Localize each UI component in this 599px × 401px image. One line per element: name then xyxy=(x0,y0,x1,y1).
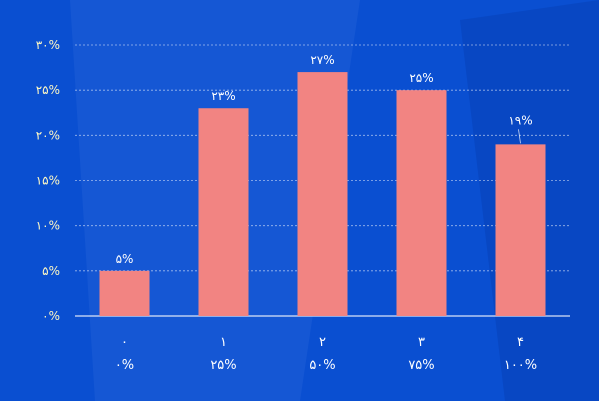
x-tick-sublabel: ۷۵% xyxy=(408,358,434,373)
y-tick-label: ۰% xyxy=(42,309,60,323)
x-tick-label: ۰ xyxy=(121,335,128,350)
y-tick-label: ۱۰% xyxy=(36,219,60,233)
data-label: ۲۳% xyxy=(211,89,235,103)
y-axis: ۰% ۵% ۱۰% ۱۵% ۲۰% ۲۵% ۳۰% xyxy=(36,38,60,323)
y-tick-label: ۵% xyxy=(42,264,60,278)
x-axis: ۰ ۰% ۱ ۲۵% ۲ ۵۰% ۳ ۷۵% ۴ ۱۰۰% xyxy=(115,335,537,373)
data-label: ۲۷% xyxy=(310,53,334,67)
bar xyxy=(297,72,348,316)
bar xyxy=(99,270,150,316)
x-tick-label: ۲ xyxy=(319,335,326,350)
bar xyxy=(495,144,546,316)
y-tick-label: ۳۰% xyxy=(36,38,60,52)
bars xyxy=(99,72,546,317)
y-tick-label: ۲۵% xyxy=(36,83,60,97)
x-tick-sublabel: ۱۰۰% xyxy=(504,358,537,373)
data-label: ۲۵% xyxy=(409,71,433,85)
data-label: ۵% xyxy=(116,252,134,266)
x-tick-sublabel: ۵۰% xyxy=(309,358,335,373)
x-tick-sublabel: ۰% xyxy=(115,358,134,373)
bar xyxy=(198,108,249,316)
data-label: ۱۹% xyxy=(508,113,532,127)
x-tick-sublabel: ۲۵% xyxy=(210,358,236,373)
x-tick-label: ۳ xyxy=(418,335,425,350)
data-label-leader xyxy=(518,129,521,144)
x-tick-label: ۱ xyxy=(220,335,227,350)
x-tick-label: ۴ xyxy=(517,335,524,350)
data-labels: ۵% ۲۳% ۲۷% ۲۵% ۱۹% xyxy=(116,53,533,266)
y-tick-label: ۱۵% xyxy=(36,174,60,188)
bar xyxy=(396,90,447,317)
y-tick-label: ۲۰% xyxy=(36,128,60,142)
